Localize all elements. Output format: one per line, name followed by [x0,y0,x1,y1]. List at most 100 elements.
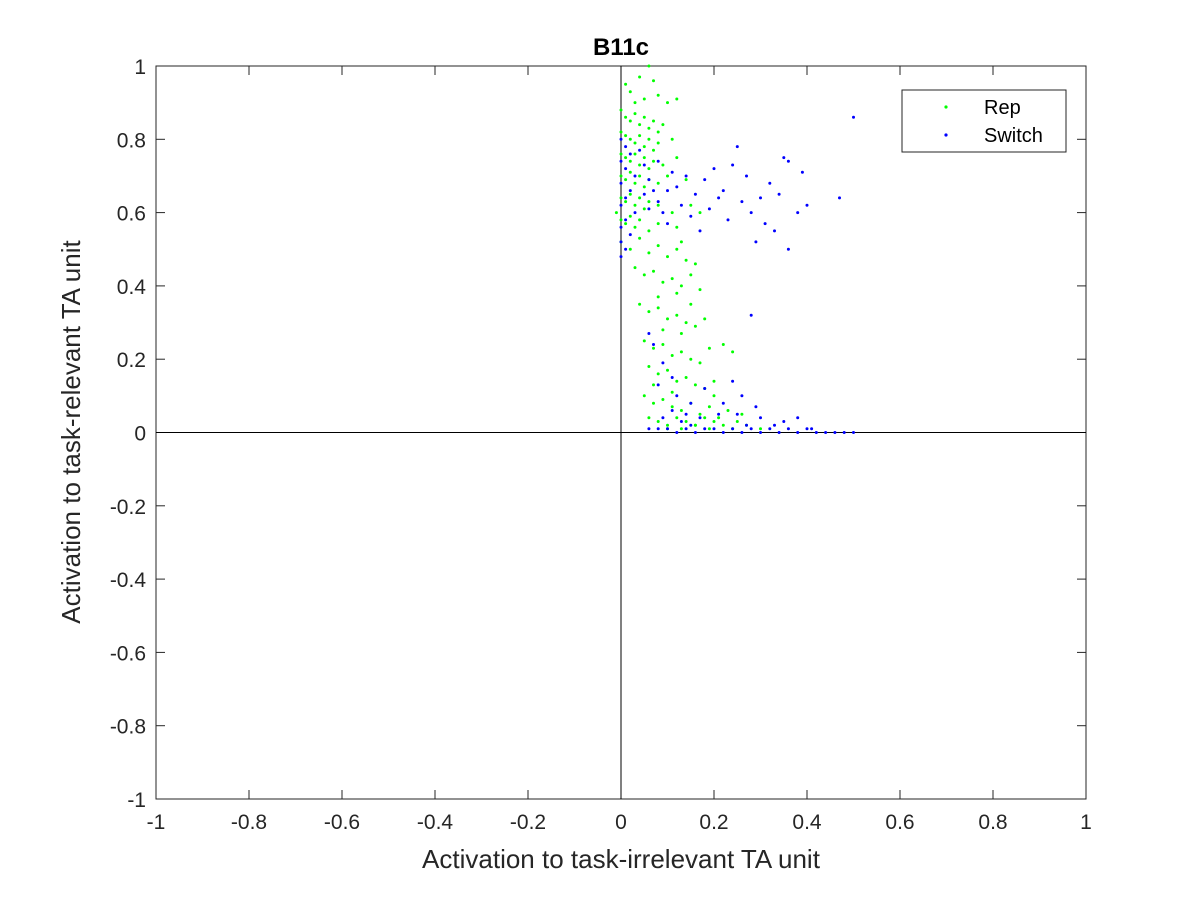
rep-point [656,420,660,423]
rep-point [693,324,697,328]
x-tick-label: -0.4 [417,811,454,834]
rep-point [642,339,646,343]
rep-point [647,310,651,314]
switch-point [717,412,721,416]
switch-point [661,361,665,365]
rep-point [652,79,655,83]
switch-point [638,148,642,152]
switch-point [679,203,683,207]
switch-point [768,181,772,185]
rep-point [661,398,665,401]
switch-point [624,167,628,171]
switch-point [666,189,669,193]
rep-point [656,295,660,299]
rep-point [661,163,665,167]
rep-point [656,222,660,226]
legend-label-rep: Rep [984,97,1021,119]
rep-point [679,332,683,335]
switch-point [647,332,651,335]
rep-point [638,174,642,178]
rep-point [628,170,632,174]
switch-point [731,163,735,167]
switch-point [633,174,637,178]
rep-point [698,412,702,416]
switch-point [689,214,693,218]
switch-point [754,240,758,244]
switch-point [666,222,669,226]
rep-point [624,222,628,226]
switch-point [656,383,660,387]
rep-point [675,313,679,317]
switch-point [619,255,623,259]
switch-point [619,159,623,163]
rep-point [684,178,688,182]
rep-point [619,152,623,156]
rep-point [638,218,642,222]
x-tick-label: -0.6 [324,811,360,834]
series-rep [614,64,762,431]
rep-point [642,156,646,160]
rep-point [656,181,660,185]
rep-point [684,321,688,325]
rep-point [624,178,628,182]
rep-point [731,350,735,354]
x-tick-label: 0.6 [885,811,914,834]
rep-point [675,416,679,420]
switch-point [693,431,697,434]
rep-point [661,123,665,127]
rep-point [735,420,739,423]
switch-point [624,196,628,200]
switch-point [670,376,674,379]
switch-point [670,409,674,412]
rep-point [652,383,655,387]
x-tick-label: 0.8 [978,811,1007,834]
rep-point [666,101,669,105]
rep-point [652,346,655,350]
legend-marker-switch [944,133,948,137]
legend: Rep Switch [901,89,1067,153]
rep-point [642,207,646,211]
rep-point [712,394,716,398]
rep-point [624,200,628,204]
y-tick-label: 0.2 [117,349,146,372]
switch-point [652,189,655,193]
switch-point [689,401,693,405]
rep-point [670,390,674,394]
axis-ticks [155,65,1087,800]
switch-point [777,431,781,434]
rep-point [670,277,674,281]
switch-point [721,431,725,434]
rep-point [707,346,711,350]
x-tick-label: -0.8 [231,811,267,834]
switch-point [763,222,767,226]
rep-point [633,203,637,207]
rep-point [666,423,669,427]
x-tick-labels: -1 -0.8 -0.6 -0.4 -0.2 0 0.2 0.4 0.6 0.8 1 [147,811,1092,834]
rep-point [666,174,669,178]
switch-point [698,416,702,420]
rep-point [675,247,679,251]
switch-point [652,343,655,346]
switch-point [786,159,790,163]
rep-point [656,372,660,376]
y-tick-label: 0.6 [117,203,146,226]
rep-point [670,137,674,141]
switch-point [833,431,837,434]
switch-point [684,412,688,416]
switch-point [619,181,623,185]
switch-point [773,229,776,233]
x-tick-label: 0 [615,811,627,834]
switch-point [768,427,772,431]
rep-point [689,302,693,306]
y-tick-labels: -1 -0.8 -0.6 -0.4 -0.2 0 0.2 0.4 0.6 0.8 1 [110,56,147,812]
switch-point [628,233,632,237]
rep-point [647,365,651,368]
rep-point [642,115,646,119]
x-tick-label: -1 [147,811,166,834]
rep-point [647,64,651,68]
y-tick-label: -0.8 [110,716,146,739]
rep-point [707,405,711,409]
rep-point [647,229,651,233]
rep-point [619,174,623,178]
rep-point [670,211,674,215]
